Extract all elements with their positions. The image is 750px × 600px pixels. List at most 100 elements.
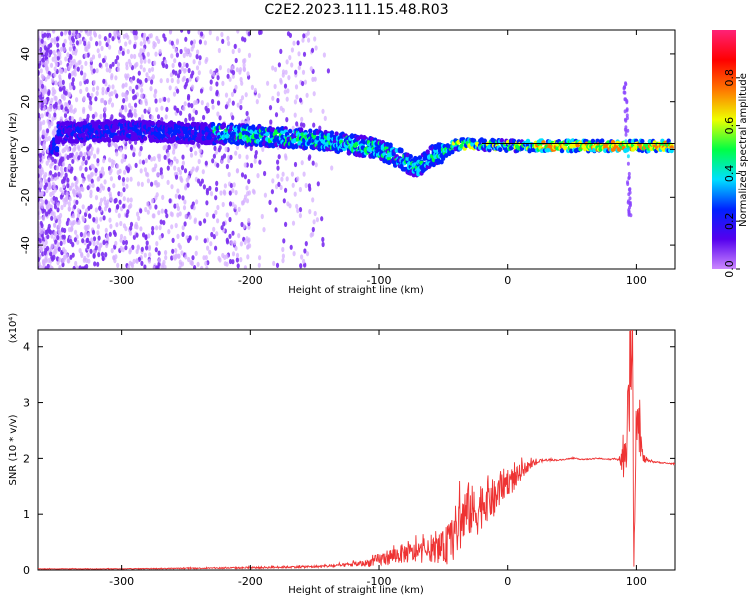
spectrogram-speckle	[231, 251, 236, 257]
spectrogram-speckle	[152, 265, 156, 269]
spectrogram-speckle	[114, 240, 118, 246]
spectrogram-speckle	[226, 73, 230, 79]
spectrogram-speckle	[166, 165, 170, 171]
spectrogram-speckle	[178, 61, 182, 67]
spectrogram-speckle	[182, 105, 186, 112]
spectrogram-speckle	[126, 73, 130, 79]
spectrogram-speckle	[126, 34, 130, 40]
spectrogram-speckle	[279, 184, 283, 191]
spectrogram-speckle	[290, 171, 294, 177]
spectrogram-speckle	[247, 237, 251, 243]
spectrogram-speckle	[282, 238, 286, 244]
spectrogram-speckle	[122, 223, 126, 229]
spectrogram-speckle	[98, 40, 102, 46]
spectrogram-speckle	[175, 38, 180, 44]
spectrogram-speckle	[50, 233, 54, 239]
spectrogram-speckle	[121, 177, 126, 183]
spectrogram-speckle	[61, 262, 65, 268]
spectrogram-speckle	[107, 186, 111, 192]
spectrogram-speckle	[131, 88, 135, 94]
spectrogram-marks	[38, 30, 675, 269]
spectrogram-speckle	[68, 30, 72, 36]
spectrogram-speckle	[171, 237, 175, 243]
spectrogram-speckle	[53, 230, 57, 237]
spectrogram-speckle	[60, 170, 64, 176]
spectrogram-speckle	[223, 183, 227, 189]
spectrogram-speckle	[211, 98, 215, 105]
spectrogram-speckle	[92, 249, 96, 255]
spectrogram-speckle	[296, 208, 300, 214]
spectrogram-ridge-mark	[499, 138, 504, 143]
spectrogram-speckle	[180, 30, 184, 33]
spectrogram-speckle	[53, 172, 58, 178]
spectrogram-speckle	[63, 166, 67, 173]
spectrogram-speckle	[110, 91, 114, 97]
spectrogram-speckle	[209, 241, 213, 247]
colorbar-ticks: 0.0 0.2 0.4 0.6 0.8	[723, 69, 740, 278]
spectrogram-speckle	[171, 248, 175, 254]
spectrogram-speckle	[38, 137, 42, 143]
spectrogram-speckle	[66, 154, 70, 160]
spectrogram-speckle	[200, 100, 204, 106]
spectrogram-spike-mark	[625, 107, 629, 112]
spectrogram-speckle	[71, 49, 75, 56]
spectrogram-speckle	[108, 44, 112, 50]
spectrogram-speckle	[159, 219, 163, 225]
spectrogram-speckle	[163, 96, 167, 102]
spectrogram-speckle	[93, 32, 97, 38]
spectrogram-speckle	[198, 60, 202, 66]
spectrogram-speckle	[176, 78, 180, 84]
spectrogram-speckle	[58, 257, 62, 263]
spectrogram-speckle	[174, 193, 178, 199]
spectrogram-speckle	[138, 151, 142, 157]
spectrogram-ridge-mark	[559, 148, 565, 154]
spectrogram-speckle	[111, 36, 115, 42]
spectrogram-speckle	[97, 53, 102, 59]
snr-xtick-label: -100	[367, 575, 392, 588]
spectrogram-speckle	[218, 145, 222, 151]
spectrogram-speckle	[202, 184, 206, 190]
spectrogram-speckle	[121, 181, 126, 187]
spectrogram-speckle	[46, 128, 50, 134]
spectrogram-speckle	[244, 92, 248, 98]
spectrogram-speckle	[101, 58, 106, 64]
spectrogram-speckle	[66, 52, 70, 58]
spectrogram-speckle	[130, 261, 134, 267]
spectrogram-speckle	[146, 201, 150, 207]
spectrogram-speckle	[243, 265, 247, 269]
spectrogram-speckle	[179, 175, 183, 181]
spectrogram-speckle	[176, 88, 180, 94]
spectrogram-speckle	[199, 88, 204, 94]
spectrogram-speckle	[286, 88, 290, 94]
spectrogram-speckle	[233, 43, 237, 50]
spectrogram-speckle	[65, 253, 69, 259]
spectrogram-speckle	[271, 95, 275, 101]
spectrogram-speckle	[111, 61, 115, 67]
spectrogram-ridge-mark	[562, 145, 568, 151]
spectrogram-speckle	[92, 79, 96, 86]
spectrogram-speckle	[109, 64, 113, 70]
spectrogram-speckle	[240, 172, 245, 178]
spectrogram-speckle	[132, 151, 136, 158]
spectrogram-xtick-label: 0	[504, 274, 511, 287]
spectrogram-speckle	[72, 188, 76, 194]
spectrogram-speckle	[59, 46, 64, 52]
spectrogram-ridge-mark	[288, 128, 293, 134]
spectrogram-speckle	[194, 250, 198, 256]
spectrogram-speckle	[112, 183, 116, 189]
spectrogram-speckle	[245, 110, 249, 117]
spectrogram-speckle	[150, 156, 154, 162]
spectrogram-speckle	[239, 76, 243, 83]
spectrogram-speckle	[124, 107, 128, 113]
spectrogram-speckle	[140, 87, 144, 93]
spectrogram-ytick-label: -20	[19, 188, 32, 206]
spectrogram-spike-mark	[628, 190, 632, 195]
spectrogram-speckle	[295, 94, 299, 100]
spectrogram-speckle	[174, 47, 178, 54]
spectrogram-speckle	[284, 69, 288, 75]
spectrogram-ridge-mark	[308, 128, 313, 134]
spectrogram-speckle	[126, 48, 130, 55]
spectrogram-speckle	[117, 213, 121, 219]
spectrogram-speckle	[157, 210, 161, 216]
spectrogram-speckle	[75, 97, 79, 103]
